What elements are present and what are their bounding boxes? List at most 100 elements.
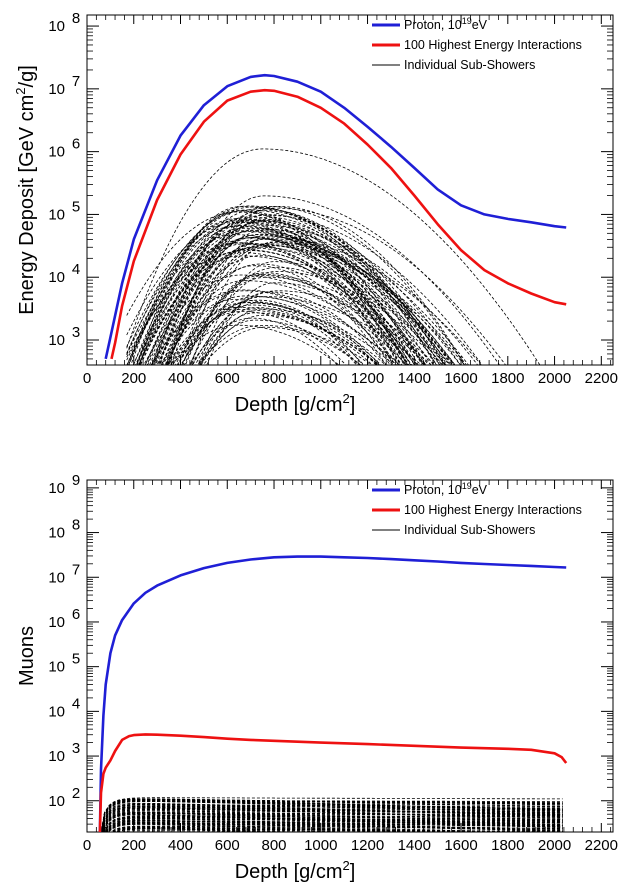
y-axis-title: Muons xyxy=(16,626,38,686)
sub-shower-line xyxy=(172,304,365,365)
sub-shower-line xyxy=(183,272,393,365)
sub-shower-line xyxy=(100,797,563,832)
sub-shower-line xyxy=(136,208,448,365)
sub-shower-line xyxy=(126,211,424,365)
sub-shower-line xyxy=(108,823,563,832)
x-tick-label: 800 xyxy=(262,370,287,387)
sub-shower-line xyxy=(165,241,432,365)
sub-shower-line xyxy=(171,296,377,365)
y-tick-label: 10 xyxy=(48,206,65,223)
sub-shower-line xyxy=(189,274,413,365)
x-tick-label: 600 xyxy=(215,837,240,854)
sub-showers xyxy=(100,797,563,832)
sub-shower-line xyxy=(166,219,419,365)
sub-shower-line xyxy=(149,246,443,365)
sub-shower-line xyxy=(154,227,438,365)
sub-shower-line xyxy=(136,227,427,365)
sub-shower-line xyxy=(181,266,410,365)
y-tick-label: 10 xyxy=(48,525,65,542)
y-tick-exponent: 5 xyxy=(72,651,80,668)
sub-shower-line xyxy=(150,290,381,365)
x-tick-label: 1200 xyxy=(351,837,384,854)
x-tick-label: 400 xyxy=(168,837,193,854)
x-axis-title: Depth [g/cm2] xyxy=(235,391,356,416)
legend-entry-label: Individual Sub-Showers xyxy=(404,523,535,537)
x-axis: 0 200 400 600 800 1000 1200 1400 1600 1800 2000 220… xyxy=(83,480,618,854)
sub-shower-line xyxy=(107,822,563,832)
y-tick-exponent: 8 xyxy=(72,10,80,27)
plot-area xyxy=(104,73,567,365)
x-tick-label: 1600 xyxy=(444,370,477,387)
y-tick-label: 10 xyxy=(48,144,65,161)
sub-shower-line xyxy=(168,205,465,365)
sub-shower-line xyxy=(143,274,400,365)
sub-shower-line xyxy=(191,290,432,365)
sub-shower-line xyxy=(139,210,401,365)
y-tick-exponent: 8 xyxy=(72,517,80,534)
y-axis: 10 2 10 3 10 4 10 5 10 6 10 7 10 8 10 9 xyxy=(48,472,613,833)
sub-shower-line xyxy=(150,289,398,365)
x-tick-label: 2200 xyxy=(585,837,618,854)
y-tick-label: 10 xyxy=(48,269,65,286)
sub-shower-line xyxy=(165,263,391,365)
sub-shower-line xyxy=(104,818,563,832)
sub-shower-line xyxy=(138,255,430,365)
y-tick-label: 10 xyxy=(48,703,65,720)
sub-shower-line xyxy=(165,280,408,365)
legend: Proton, 1019eV 100 Highest Energy Interac… xyxy=(372,16,582,72)
sub-shower-line xyxy=(189,270,441,365)
sub-shower-line xyxy=(199,308,395,365)
sub-shower-line xyxy=(136,206,462,365)
y-tick-label: 10 xyxy=(48,18,65,35)
y-tick-exponent: 4 xyxy=(72,261,80,278)
sub-shower-line xyxy=(103,813,563,832)
sub-showers xyxy=(126,148,541,365)
y-axis: 10 3 10 4 10 5 10 6 10 7 10 8 xyxy=(48,10,613,366)
proton-series-line xyxy=(104,73,567,360)
sub-shower-line xyxy=(157,255,395,365)
y-tick-exponent: 6 xyxy=(72,136,80,153)
y-tick-label: 10 xyxy=(48,793,65,810)
x-tick-label: 1200 xyxy=(351,370,384,387)
sub-shower-line xyxy=(200,319,362,365)
x-tick-label: 800 xyxy=(262,837,287,854)
sub-shower-line xyxy=(185,273,436,365)
sub-shower-line xyxy=(135,237,405,365)
sub-shower-line xyxy=(144,221,441,365)
sub-shower-line xyxy=(178,235,416,365)
sub-shower-line xyxy=(199,312,378,365)
sub-shower-line xyxy=(206,282,427,365)
sub-shower-line xyxy=(101,800,563,832)
x-tick-label: 400 xyxy=(168,370,193,387)
sub-shower-line xyxy=(151,219,409,365)
sub-shower-line xyxy=(130,220,412,365)
sub-shower-line xyxy=(196,324,372,365)
sub-shower-line xyxy=(194,307,358,365)
sub-shower-line xyxy=(147,247,409,365)
sub-shower-line xyxy=(126,225,451,365)
y-tick-exponent: 6 xyxy=(72,606,80,623)
y-tick-exponent: 2 xyxy=(72,785,80,802)
sub-shower-line xyxy=(110,825,563,832)
sub-shower-line xyxy=(102,807,563,832)
legend: Proton, 1019eV 100 Highest Energy Interac… xyxy=(372,481,582,537)
highest-interactions-series-line xyxy=(110,88,567,360)
sub-shower-line xyxy=(152,231,418,365)
legend-entry-label: 100 Highest Energy Interactions xyxy=(404,503,582,517)
legend-entry-label: 100 Highest Energy Interactions xyxy=(404,38,582,52)
legend-entry-label: Proton, 1019eV xyxy=(404,16,488,32)
y-tick-label: 10 xyxy=(48,748,65,765)
y-tick-label: 10 xyxy=(48,614,65,631)
sub-shower-line xyxy=(166,301,382,365)
sub-shower-line xyxy=(192,302,359,365)
sub-shower-line xyxy=(162,295,401,365)
sub-shower-line xyxy=(161,265,387,365)
x-tick-label: 1000 xyxy=(304,837,337,854)
sub-shower-line xyxy=(167,238,454,365)
y-tick-exponent: 4 xyxy=(72,695,80,712)
sub-shower-line xyxy=(177,299,364,365)
sub-shower-line xyxy=(107,821,563,832)
sub-shower-line xyxy=(146,210,436,365)
x-tick-label: 0 xyxy=(83,837,91,854)
